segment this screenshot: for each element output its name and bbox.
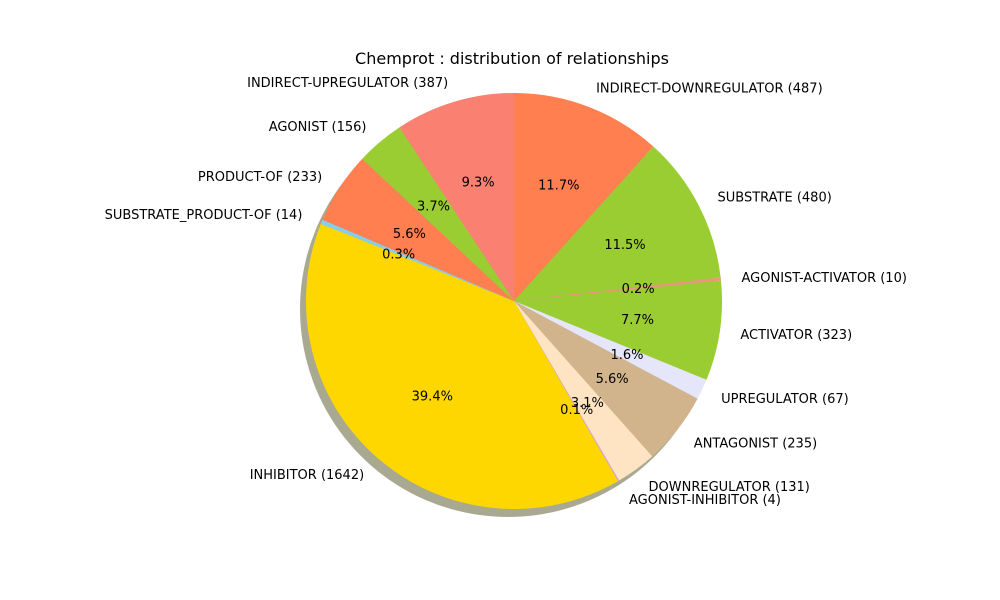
- pie-slice: [514, 280, 723, 380]
- slice-category-label: SUBSTRATE (480): [718, 190, 832, 205]
- pie-slice: [399, 93, 514, 301]
- slice-percent-label: 39.4%: [412, 389, 453, 404]
- category-labels: INDIRECT-DOWNREGULATOR (487) SUBSTRATE (4…: [105, 76, 907, 508]
- pie-slice: [514, 301, 707, 399]
- pie-slice: [514, 301, 698, 457]
- slice-percent-label: 3.1%: [571, 396, 604, 411]
- slice-category-label: INDIRECT-DOWNREGULATOR (487): [596, 81, 823, 96]
- pct-labels: 11.7% 11.5% 0.2% 7.7% 1.6% 5.6% 3.1%0.1% 39.4% 0…: [382, 176, 655, 418]
- chart-title: Chemprot : distribution of relationships: [355, 49, 669, 68]
- slice-percent-label: 11.5%: [604, 238, 645, 253]
- slice-category-label: ANTAGONIST (235): [694, 437, 817, 452]
- slice-percent-label: 5.6%: [393, 227, 426, 242]
- slice-category-label: AGONIST-INHIBITOR (4): [629, 493, 781, 508]
- slice-percent-label: 1.6%: [610, 348, 643, 363]
- pie-slice: [514, 301, 620, 482]
- slice-category-label: UPREGULATOR (67): [721, 392, 849, 407]
- slice-percent-label: 9.3%: [462, 176, 495, 191]
- pie-slice: [514, 146, 721, 301]
- slice-percent-label: 3.7%: [417, 200, 450, 215]
- slice-percent-label: 7.7%: [621, 313, 654, 328]
- slice-category-label: ACTIVATOR (323): [740, 328, 852, 343]
- slice-category-label: INHIBITOR (1642): [250, 468, 365, 483]
- slice-percent-label: 5.6%: [596, 372, 629, 387]
- pie-slice: [514, 277, 721, 301]
- slice-category-label: DOWNREGULATOR (131): [649, 480, 810, 495]
- slice-category-label: AGONIST (156): [269, 120, 367, 135]
- slice-category-label: SUBSTRATE_PRODUCT-OF (14): [105, 208, 303, 223]
- pie-slice: [320, 219, 514, 301]
- pie-slice: [306, 223, 619, 509]
- slice-category-label: PRODUCT-OF (233): [198, 170, 322, 185]
- slice-category-label: AGONIST-ACTIVATOR (10): [742, 271, 907, 286]
- pie-slice: [514, 93, 654, 301]
- pie-slices: [306, 93, 723, 509]
- slice-percent-label: 0.2%: [622, 282, 655, 297]
- pie-slice: [322, 158, 514, 301]
- slice-percent-label: 0.1%: [560, 403, 593, 418]
- slice-percent-label: 11.7%: [538, 179, 579, 194]
- pie-slice: [514, 301, 653, 481]
- pie-slice: [362, 127, 514, 301]
- slice-percent-label: 0.3%: [382, 248, 415, 263]
- slice-category-label: INDIRECT-UPREGULATOR (387): [247, 76, 448, 91]
